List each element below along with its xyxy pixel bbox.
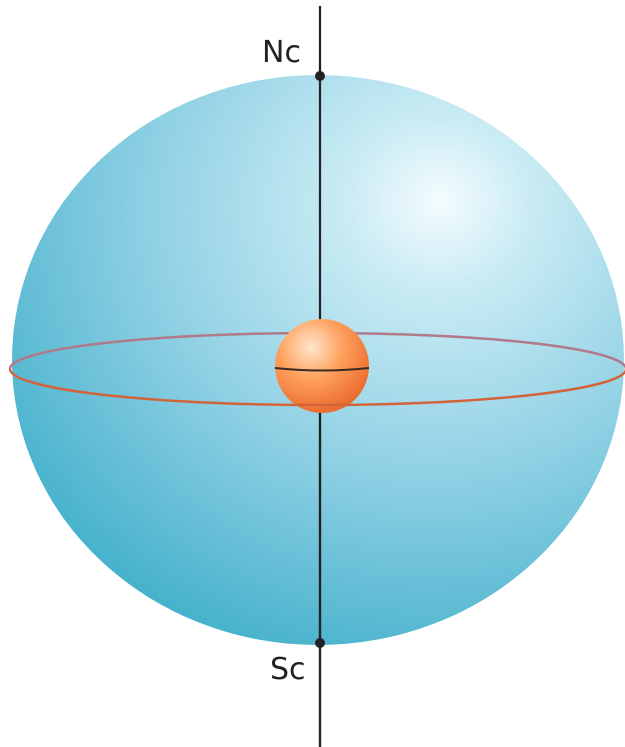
earth xyxy=(275,319,369,413)
north-celestial-pole-label: Nc xyxy=(262,35,301,70)
north-pole-point xyxy=(315,71,325,81)
south-pole-point xyxy=(315,638,325,648)
celestial-equator-front xyxy=(8,368,625,407)
earth-equator xyxy=(274,367,370,372)
south-celestial-pole-label: Sc xyxy=(270,652,306,687)
